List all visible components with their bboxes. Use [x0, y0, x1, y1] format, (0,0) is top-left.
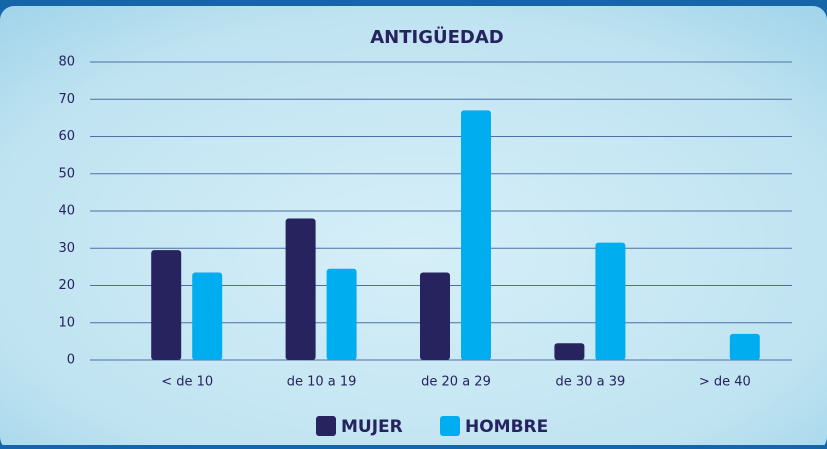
y-tick-label: 10 [58, 315, 75, 330]
y-tick-label: 0 [67, 353, 75, 368]
legend-swatch [316, 416, 336, 436]
y-tick-label: 30 [58, 241, 75, 256]
legend-label: MUJER [341, 417, 403, 437]
chart-title: ANTIGÜEDAD [370, 26, 503, 48]
x-tick-label: de 30 a 39 [556, 375, 626, 390]
x-tick-label: de 10 a 19 [287, 375, 357, 390]
x-tick-label: < de 10 [161, 375, 213, 390]
y-tick-label: 70 [58, 92, 75, 107]
x-tick-label: de 20 a 29 [421, 375, 491, 390]
legend-swatch [440, 416, 460, 436]
y-tick-label: 60 [58, 129, 75, 144]
bar [595, 242, 626, 360]
bar [326, 268, 357, 360]
y-tick-label: 50 [58, 166, 75, 181]
bar [285, 218, 316, 360]
bar [461, 110, 491, 360]
y-tick-label: 20 [58, 278, 75, 293]
legend-label: HOMBRE [465, 417, 548, 437]
bar [420, 272, 450, 360]
bar [151, 250, 182, 360]
bar [729, 333, 760, 360]
bar [192, 272, 223, 360]
x-tick-label: > de 40 [699, 375, 751, 390]
bar [554, 343, 585, 360]
y-tick-label: 80 [58, 55, 75, 70]
y-tick-label: 40 [58, 204, 75, 219]
